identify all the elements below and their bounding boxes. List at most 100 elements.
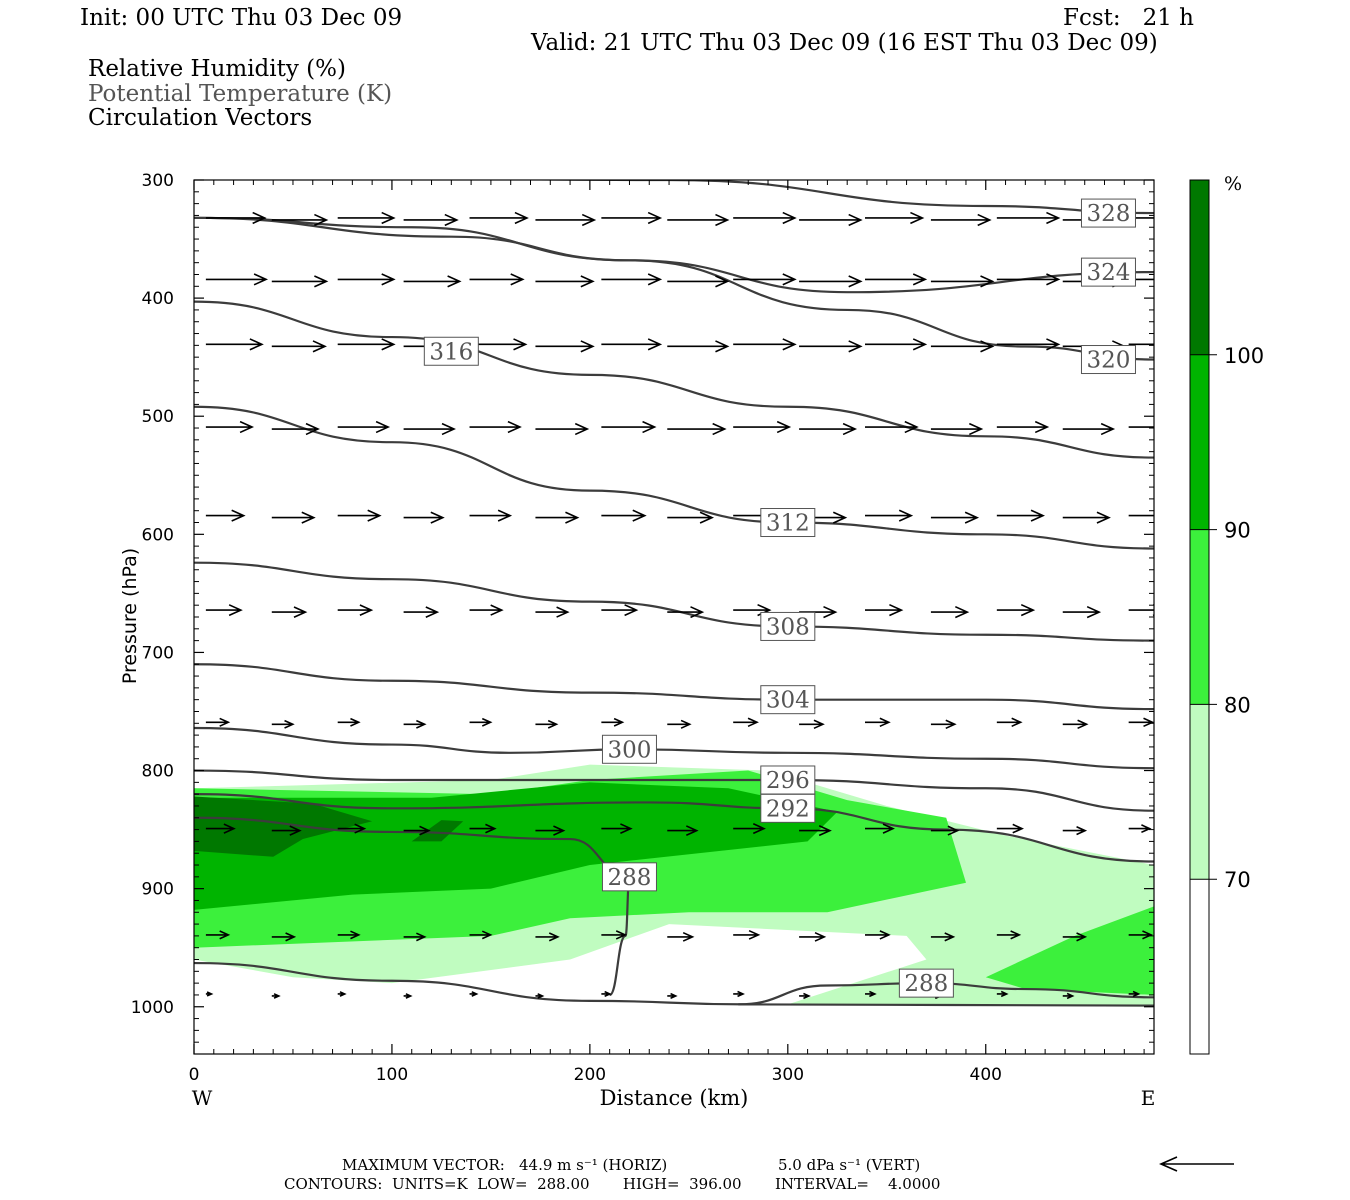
circulation-vector: [337, 338, 396, 351]
circulation-vector: [996, 603, 1036, 617]
circulation-vector: [799, 422, 858, 436]
circulation-vector: [601, 823, 633, 834]
circulation-vector: [865, 990, 877, 998]
circulation-vector: [930, 511, 980, 524]
circulation-vector: [469, 930, 493, 940]
circulation-vector: [667, 275, 730, 288]
colorbar-segment: [1190, 354, 1209, 530]
contour-label: 308: [766, 614, 810, 640]
circulation-vector: [271, 422, 320, 436]
theta-contour: [194, 726, 1154, 770]
circulation-vector: [601, 338, 663, 351]
max-vector-horiz: 44.9 m s⁻¹ (HORIZ): [519, 1156, 668, 1174]
circulation-vector: [205, 420, 255, 434]
theta-contour: [194, 793, 1154, 863]
max-vector-label: MAXIMUM VECTOR:: [342, 1156, 505, 1174]
field-vectors-label: Circulation Vectors: [88, 105, 313, 131]
circulation-vector: [337, 420, 391, 434]
circulation-vector: [1128, 343, 1154, 346]
theta-contour: [478, 180, 1154, 215]
max-vector-vert: 5.0 dPa s⁻¹ (VERT): [778, 1156, 921, 1174]
y-tick-label: 800: [142, 762, 174, 782]
contour-label-box: [1080, 198, 1136, 228]
contour-label-box: [1080, 345, 1136, 375]
init-time: Init: 00 UTC Thu 03 Dec 09: [80, 5, 403, 31]
circulation-vector: [403, 825, 431, 836]
circulation-vector: [337, 273, 396, 286]
circulation-vector: [601, 990, 612, 997]
circulation-vector: [535, 719, 559, 729]
circulation-vector: [733, 338, 797, 351]
circulation-vector: [667, 511, 715, 524]
circulation-vector: [865, 509, 914, 522]
circulation-vector: [930, 719, 957, 730]
circulation-vector: [733, 823, 766, 835]
colorbar-segment: [1190, 704, 1209, 880]
y-tick-label: 1000: [131, 998, 174, 1018]
circulation-vector: [205, 823, 236, 834]
circulation-vector: [337, 991, 347, 997]
contour-label: 304: [766, 688, 810, 714]
y-tick-label: 400: [142, 289, 174, 309]
circulation-vector: [337, 930, 361, 940]
circulation-vector: [865, 717, 891, 728]
contour-label-box: [601, 734, 657, 764]
circulation-vector: [337, 823, 367, 834]
circulation-vector: [469, 273, 525, 286]
circulation-vector: [930, 422, 984, 436]
circulation-vector: [799, 931, 827, 942]
circulation-vector: [271, 340, 327, 353]
circulation-vector: [403, 719, 427, 729]
east-label: E: [1141, 1086, 1156, 1110]
circulation-vector: [865, 823, 895, 834]
circulation-vector: [535, 606, 570, 618]
colorbar-segment: [1190, 529, 1209, 705]
circulation-vector: [996, 717, 1023, 728]
colorbar-unit: %: [1224, 173, 1242, 195]
y-tick-label: 700: [142, 643, 174, 663]
circulation-vector: [799, 825, 832, 837]
circulation-vector: [1062, 719, 1089, 730]
circulation-vector: [667, 213, 730, 227]
circulation-vector: [205, 338, 264, 351]
circulation-vector: [271, 275, 329, 288]
y-tick-label: 300: [142, 171, 174, 191]
circulation-vector: [865, 338, 928, 351]
colorbar-segment: [1190, 879, 1209, 1054]
x-tick-label: 100: [376, 1065, 408, 1085]
circulation-vector: [535, 825, 566, 836]
circulation-vector: [601, 211, 663, 225]
circulation-vector: [930, 213, 992, 227]
circulation-vector: [1128, 514, 1154, 517]
circulation-vector: [601, 420, 657, 434]
contour-label-box: [601, 862, 657, 892]
circulation-vector: [996, 420, 1050, 434]
y-tick-label: 500: [142, 407, 174, 427]
circulation-vector: [469, 509, 513, 522]
contours-info: CONTOURS: UNITS=K LOW= 288.00 HIGH= 396.…: [284, 1175, 941, 1193]
circulation-vector: [1062, 932, 1088, 942]
field-theta-label: Potential Temperature (K): [88, 81, 393, 107]
contour-label: 312: [766, 511, 810, 537]
circulation-vector: [667, 719, 692, 729]
circulation-vector: [996, 211, 1061, 225]
contour-label-box: [760, 685, 816, 715]
circulation-vector: [1062, 422, 1116, 436]
circulation-vector: [1128, 990, 1141, 998]
forecast-hour: Fcst: 21 h: [1063, 5, 1194, 31]
circulation-vector: [337, 509, 382, 522]
circulation-vector: [535, 422, 590, 436]
circulation-vector: [601, 930, 628, 940]
circulation-vector: [337, 717, 361, 727]
contour-label: 300: [608, 737, 652, 763]
circulation-vector: [403, 511, 445, 524]
y-axis-label: Pressure (hPa): [119, 548, 141, 684]
circulation-vector: [271, 825, 302, 836]
colorbar-label: 100: [1224, 344, 1264, 368]
circulation-vector: [799, 275, 863, 288]
circulation-vector: [271, 719, 295, 729]
circulation-vector: [535, 993, 545, 999]
circulation-vector: [733, 717, 759, 728]
circulation-vector: [667, 422, 727, 436]
